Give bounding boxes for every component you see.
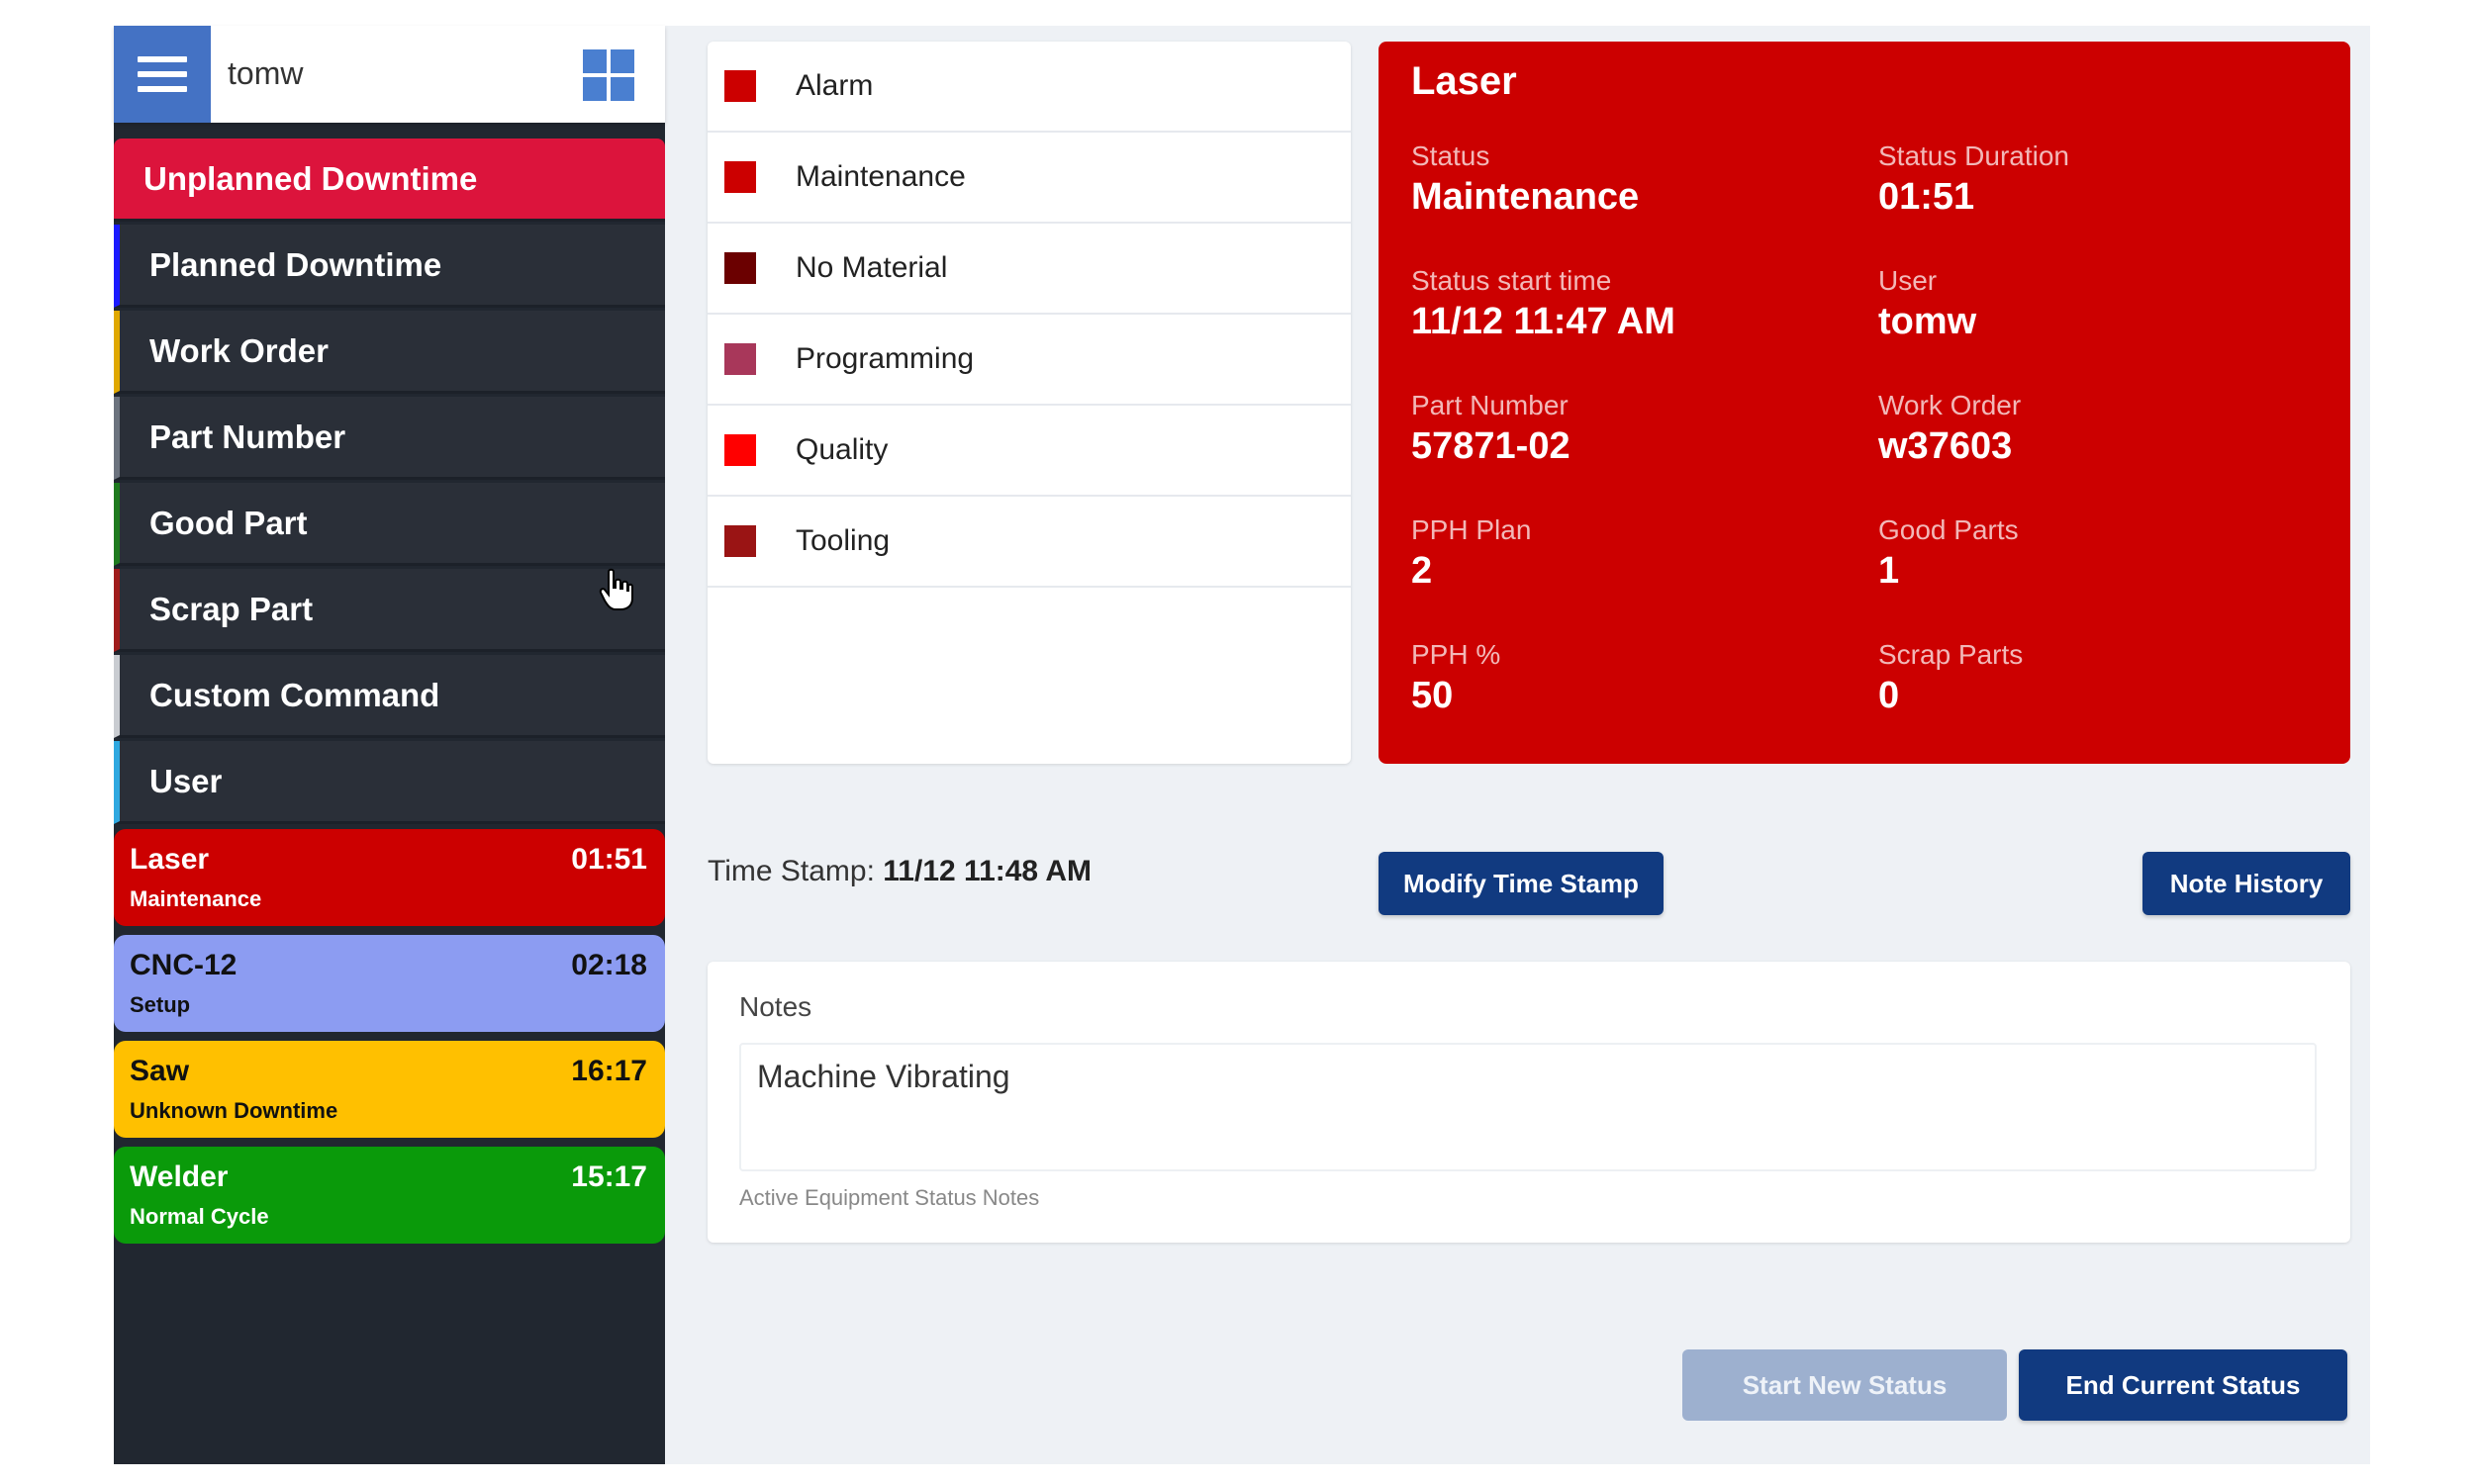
machine-name: Laser	[130, 843, 210, 876]
card-title: Laser	[1411, 59, 1517, 103]
nav-item[interactable]: Part Number	[114, 397, 665, 480]
status-field: Part Number 57871-02	[1411, 390, 1570, 468]
status-card: Laser Status Maintenance Status Duration 01…	[1379, 42, 2350, 764]
reason-item[interactable]: Programming	[708, 315, 1351, 406]
reason-item[interactable]: Maintenance	[708, 133, 1351, 224]
reason-item[interactable]: Tooling	[708, 497, 1351, 588]
machine-status: Setup	[130, 992, 191, 1017]
field-value: w37603	[1878, 425, 2013, 467]
notes-input[interactable]: Machine Vibrating	[739, 1043, 2317, 1171]
reason-item[interactable]: No Material	[708, 224, 1351, 315]
hand-cursor-icon	[599, 568, 633, 610]
reason-label: Maintenance	[796, 160, 966, 193]
field-label: Part Number	[1411, 390, 1569, 420]
username: tomw	[228, 55, 304, 91]
notes-help-text: Active Equipment Status Notes	[739, 1185, 1040, 1210]
field-value: tomw	[1878, 301, 1977, 342]
nav-item[interactable]: Custom Command	[114, 655, 665, 738]
time-stamp-value: 11/12 11:48 AM	[883, 855, 1092, 887]
top-bar: tomw	[114, 26, 665, 123]
field-label: User	[1878, 265, 1938, 296]
time-stamp-label: Time Stamp:	[708, 855, 875, 887]
status-field: Good Parts 1	[1878, 514, 2019, 593]
machine-duration: 01:51	[571, 843, 647, 876]
machine-status: Unknown Downtime	[130, 1098, 338, 1123]
reason-item[interactable]: Quality	[708, 406, 1351, 497]
field-label: Status	[1411, 140, 1490, 171]
field-label: PPH %	[1411, 639, 1501, 670]
status-field: Status Maintenance	[1411, 140, 1639, 219]
field-label: PPH Plan	[1411, 514, 1532, 545]
nav-item[interactable]: Planned Downtime	[114, 225, 665, 308]
color-swatch	[724, 434, 756, 466]
machine-tile[interactable]: Welder 15:17 Normal Cycle	[114, 1147, 665, 1244]
color-swatch	[724, 161, 756, 193]
machine-duration: 02:18	[571, 949, 647, 981]
machine-tile[interactable]: Saw 16:17 Unknown Downtime	[114, 1041, 665, 1138]
machine-status: Maintenance	[130, 886, 262, 911]
end-current-status-button[interactable]: End Current Status	[2019, 1349, 2347, 1421]
field-value: 50	[1411, 675, 1454, 716]
field-label: Status Duration	[1878, 140, 2069, 171]
field-value: Maintenance	[1411, 176, 1640, 218]
hamburger-icon[interactable]	[114, 26, 211, 123]
status-field: PPH Plan 2	[1411, 514, 1531, 593]
status-field: PPH % 50	[1411, 639, 1500, 717]
nav-item[interactable]: User	[114, 741, 665, 824]
field-label: Scrap Parts	[1878, 639, 2024, 670]
status-field: Status Duration 01:51	[1878, 140, 2069, 219]
notes-panel: Notes Machine Vibrating Active Equipment…	[708, 962, 2350, 1243]
color-swatch	[724, 252, 756, 284]
reason-list: Alarm Maintenance No Material Programming Qu…	[708, 42, 1351, 764]
machine-duration: 15:17	[571, 1160, 647, 1193]
machine-tile[interactable]: Laser 01:51 Maintenance	[114, 829, 665, 926]
nav-item[interactable]: Scrap Part	[114, 569, 665, 652]
field-label: Good Parts	[1878, 514, 2019, 545]
status-field: User tomw	[1878, 265, 1976, 343]
field-value: 11/12 11:47 AM	[1411, 301, 1675, 342]
field-label: Status start time	[1411, 265, 1612, 296]
reason-label: Tooling	[796, 524, 891, 557]
reason-label: No Material	[796, 251, 948, 284]
machine-name: Saw	[130, 1055, 190, 1087]
machine-name: Welder	[130, 1160, 229, 1193]
modify-time-stamp-button[interactable]: Modify Time Stamp	[1379, 852, 1664, 915]
note-history-button[interactable]: Note History	[2142, 852, 2350, 915]
field-value: 01:51	[1878, 176, 1975, 218]
start-new-status-button[interactable]: Start New Status	[1682, 1349, 2007, 1421]
grid-icon[interactable]	[583, 49, 634, 101]
machine-status: Normal Cycle	[130, 1204, 269, 1229]
reason-label: Quality	[796, 433, 889, 466]
status-field: Status start time 11/12 11:47 AM	[1411, 265, 1675, 343]
sidebar: tomw Unplanned Downtime Planned Downtime W…	[114, 26, 665, 1464]
color-swatch	[724, 70, 756, 102]
nav-item[interactable]: Work Order	[114, 311, 665, 394]
field-value: 57871-02	[1411, 425, 1570, 467]
nav-item[interactable]: Good Part	[114, 483, 665, 566]
field-value: 1	[1878, 550, 1900, 592]
reason-item[interactable]: Alarm	[708, 42, 1351, 133]
field-value: 0	[1878, 675, 1900, 716]
notes-label: Notes	[739, 991, 812, 1022]
status-field: Scrap Parts 0	[1878, 639, 2023, 717]
color-swatch	[724, 343, 756, 375]
field-label: Work Order	[1878, 390, 2022, 420]
app-window: tomw Unplanned Downtime Planned Downtime W…	[114, 26, 2370, 1464]
status-field: Work Order w37603	[1878, 390, 2021, 468]
machine-duration: 16:17	[571, 1055, 647, 1087]
reason-label: Programming	[796, 342, 975, 375]
machine-name: CNC-12	[130, 949, 238, 981]
field-value: 2	[1411, 550, 1433, 592]
reason-label: Alarm	[796, 69, 874, 102]
color-swatch	[724, 525, 756, 557]
nav-item[interactable]: Unplanned Downtime	[114, 139, 665, 222]
machine-tile[interactable]: CNC-12 02:18 Setup	[114, 935, 665, 1032]
time-stamp: Time Stamp: 11/12 11:48 AM	[708, 855, 1092, 888]
